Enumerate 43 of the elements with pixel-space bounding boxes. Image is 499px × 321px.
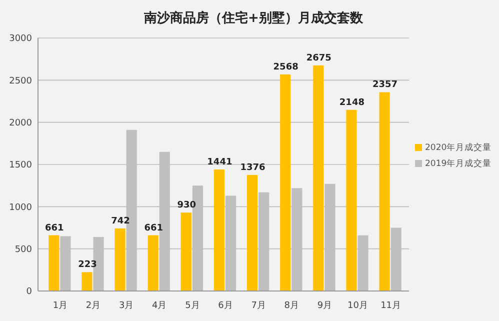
data-label: 1376 — [240, 162, 266, 173]
x-tick-label: 9月 — [317, 301, 332, 311]
data-label: 2357 — [372, 80, 398, 90]
bar — [379, 92, 390, 291]
y-tick-label: 1000 — [9, 202, 32, 213]
bar — [214, 169, 224, 291]
data-label: 2148 — [339, 98, 364, 108]
bar — [180, 212, 192, 291]
bar — [313, 65, 324, 291]
data-label: 661 — [45, 223, 64, 234]
bar — [246, 174, 258, 291]
x-tick-label: 4月 — [152, 301, 167, 311]
y-tick-label: 2500 — [9, 76, 32, 86]
data-label: 2568 — [273, 62, 298, 72]
y-tick-label: 0 — [26, 287, 32, 298]
data-label: 742 — [111, 216, 130, 226]
x-tick-label: 2月 — [86, 301, 101, 311]
x-tick-label: 11月 — [380, 301, 402, 311]
x-tick-label: 3月 — [118, 301, 134, 311]
data-label: 661 — [144, 223, 163, 234]
chart-title: 南沙商品房（住宅+别墅）月成交套数 — [143, 10, 364, 26]
data-label: 930 — [177, 200, 196, 211]
x-tick-label: 8月 — [284, 301, 299, 311]
data-label: 2675 — [306, 53, 332, 64]
bar — [280, 74, 291, 291]
y-tick-label: 2000 — [9, 118, 32, 128]
legend-label: 2020年月成交量 — [425, 142, 492, 153]
x-tick-label: 6月 — [218, 301, 233, 311]
bar — [48, 235, 60, 291]
x-tick-label: 1月 — [52, 301, 68, 311]
bar — [82, 272, 92, 291]
bar — [114, 228, 126, 291]
x-tick-label: 7月 — [251, 301, 266, 311]
y-tick-label: 500 — [14, 244, 32, 255]
x-tick-label: 5月 — [185, 301, 200, 311]
y-tick-label: 1500 — [9, 160, 32, 171]
legend-label: 2019年月成交量 — [425, 158, 492, 169]
data-label: 1441 — [207, 157, 232, 168]
bar — [346, 110, 357, 291]
x-tick-label: 10月 — [348, 301, 368, 311]
data-label: 223 — [78, 260, 97, 270]
bar — [148, 235, 158, 291]
y-tick-label: 3000 — [9, 34, 32, 44]
